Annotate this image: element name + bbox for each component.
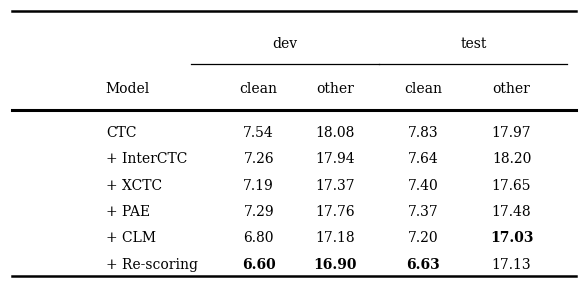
Text: CTC: CTC xyxy=(106,126,136,140)
Text: dev: dev xyxy=(273,37,298,51)
Text: 17.65: 17.65 xyxy=(492,179,532,192)
Text: 7.37: 7.37 xyxy=(408,205,439,219)
Text: 17.48: 17.48 xyxy=(492,205,532,219)
Text: 7.19: 7.19 xyxy=(243,179,274,192)
Text: 17.13: 17.13 xyxy=(492,258,532,271)
Text: + XCTC: + XCTC xyxy=(106,179,162,192)
Text: 6.80: 6.80 xyxy=(243,231,274,245)
Text: test: test xyxy=(460,37,486,51)
Text: 6.63: 6.63 xyxy=(406,258,440,271)
Text: 17.76: 17.76 xyxy=(315,205,355,219)
Text: + PAE: + PAE xyxy=(106,205,150,219)
Text: 18.08: 18.08 xyxy=(316,126,355,140)
Text: + Re-scoring: + Re-scoring xyxy=(106,258,198,271)
Text: 17.37: 17.37 xyxy=(315,179,355,192)
Text: clean: clean xyxy=(405,82,442,96)
Text: 7.83: 7.83 xyxy=(408,126,439,140)
Text: + CLM: + CLM xyxy=(106,231,156,245)
Text: 7.64: 7.64 xyxy=(408,152,439,166)
Text: Model: Model xyxy=(106,82,150,96)
Text: 17.97: 17.97 xyxy=(492,126,532,140)
Text: clean: clean xyxy=(240,82,278,96)
Text: 7.20: 7.20 xyxy=(408,231,439,245)
Text: other: other xyxy=(316,82,354,96)
Text: 6.60: 6.60 xyxy=(242,258,276,271)
Text: 7.54: 7.54 xyxy=(243,126,274,140)
Text: 7.29: 7.29 xyxy=(243,205,274,219)
Text: 17.94: 17.94 xyxy=(315,152,355,166)
Text: 17.18: 17.18 xyxy=(315,231,355,245)
Text: other: other xyxy=(493,82,530,96)
Text: 7.40: 7.40 xyxy=(408,179,439,192)
Text: + InterCTC: + InterCTC xyxy=(106,152,187,166)
Text: 16.90: 16.90 xyxy=(313,258,357,271)
Text: 18.20: 18.20 xyxy=(492,152,531,166)
Text: 7.26: 7.26 xyxy=(243,152,274,166)
Text: 17.03: 17.03 xyxy=(490,231,533,245)
